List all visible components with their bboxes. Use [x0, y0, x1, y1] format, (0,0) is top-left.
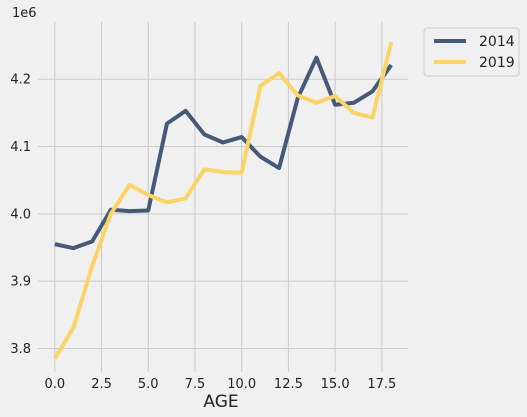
- series-line-2019: [53, 41, 394, 360]
- legend: 2014 2019: [423, 27, 520, 77]
- y-offset-label: 1e6: [12, 6, 37, 21]
- series-lines: [53, 41, 394, 360]
- x-tick-labels: 0.0 2.5 5.0 7.5 10.0 12.5 15.0 17.5: [44, 377, 396, 392]
- y-tick-label: 4.2: [10, 73, 31, 88]
- x-tick-label: 5.0: [138, 377, 159, 392]
- legend-label-2019: 2019: [479, 55, 515, 71]
- y-tick-labels: 3.8 3.9 4.0 4.1 4.2: [10, 73, 31, 357]
- y-tick-label: 3.8: [10, 342, 31, 357]
- y-tick-label: 4.0: [10, 207, 31, 222]
- x-tick-label: 0.0: [44, 377, 65, 392]
- x-tick-label: 17.5: [367, 377, 396, 392]
- x-tick-label: 7.5: [185, 377, 206, 392]
- x-tick-label: 2.5: [91, 377, 112, 392]
- plot-area: [38, 22, 408, 372]
- x-tick-label: 10.0: [227, 377, 256, 392]
- grid-lines: [38, 22, 408, 372]
- y-tick-label: 4.1: [10, 140, 31, 155]
- x-tick-label: 12.5: [274, 377, 303, 392]
- x-axis-label: AGE: [203, 392, 238, 412]
- y-tick-label: 3.9: [10, 275, 31, 290]
- x-tick-label: 15.0: [321, 377, 350, 392]
- series-line-2014: [54, 55, 393, 251]
- legend-label-2014: 2014: [479, 34, 515, 50]
